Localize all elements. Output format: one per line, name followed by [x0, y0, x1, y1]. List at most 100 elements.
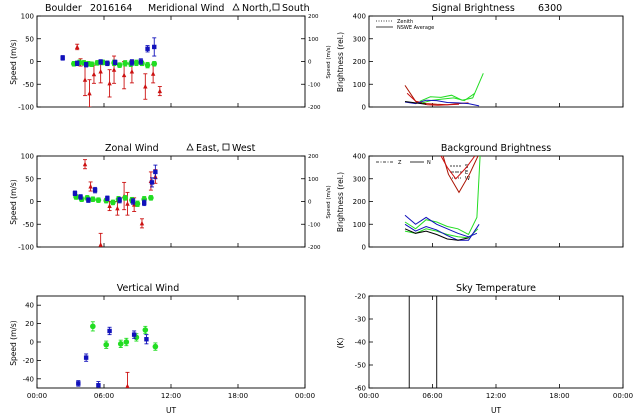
series-line	[404, 228, 469, 241]
background-brightness-panel: Background Brightness Brightness (rel.) …	[336, 143, 624, 252]
data-point	[82, 77, 88, 82]
vertical-title: Vertical Wind	[117, 283, 179, 294]
y-tick-label: -30	[355, 316, 366, 324]
y-tick-label: 200	[353, 58, 366, 66]
y-tick-label: -40	[355, 339, 366, 347]
data-point	[122, 60, 129, 67]
meridional-note-south: South	[282, 3, 310, 14]
background-ylabel: Brightness (rel.)	[336, 172, 345, 232]
data-point	[105, 61, 110, 66]
plot-frame	[368, 155, 624, 248]
y-tick-label: 400	[353, 153, 366, 161]
x-tick-label: 18:00	[228, 392, 248, 400]
data-point	[129, 69, 135, 74]
data-point	[148, 195, 154, 201]
legend-letter-e: E	[465, 170, 468, 176]
data-point	[88, 183, 93, 189]
vertical-wind-panel: Vertical Wind Speed (m/s) UT 00:00 06:00 1…	[9, 283, 315, 415]
x-tick-label: 00:00	[359, 392, 379, 400]
data-point	[152, 343, 159, 350]
data-point	[117, 197, 122, 203]
legend-label-zenith: Zenith	[397, 19, 413, 25]
data-point	[75, 44, 80, 49]
x-tick-label: 00:00	[27, 392, 47, 400]
legend-letter-w: W	[465, 176, 470, 182]
data-point	[60, 55, 65, 61]
data-point	[150, 71, 156, 76]
y-tick-label: 400	[353, 13, 366, 21]
x-tick-label: 00:00	[295, 392, 315, 400]
meridional-wind-panel: Meridional Wind North, South Speed (m/s)…	[9, 3, 332, 112]
data-point	[76, 381, 81, 386]
data-point	[92, 187, 98, 193]
zonal-title: Zonal Wind	[105, 143, 159, 154]
triangle-icon	[186, 143, 194, 151]
series-line	[404, 156, 481, 236]
y-tick-label: -60	[355, 385, 366, 393]
data-point	[138, 59, 144, 64]
vertical-xlabel: UT	[166, 406, 176, 415]
zonal-ylabel: Speed (m/s)	[9, 179, 18, 225]
y-tick-label: -100	[18, 104, 34, 112]
data-point	[143, 84, 148, 89]
plot-area	[60, 37, 163, 107]
data-point	[107, 328, 112, 334]
data-point	[72, 191, 78, 196]
data-point	[86, 197, 91, 203]
right-y-tick-label: 200	[308, 14, 319, 20]
data-point	[107, 80, 112, 86]
series-line	[404, 85, 469, 106]
right-y-tick-label: -200	[308, 245, 321, 251]
data-point	[105, 196, 110, 201]
series-line	[404, 214, 478, 238]
plot-frame	[36, 155, 306, 248]
y-tick-label: 0	[362, 104, 366, 112]
x-tick-label: 00:00	[613, 392, 633, 400]
data-point	[125, 383, 130, 388]
data-point	[116, 62, 123, 68]
x-tick-label: 12:00	[161, 392, 181, 400]
x-tick-label: 06:00	[94, 392, 114, 400]
data-point	[125, 201, 130, 206]
y-tick-label: 0	[30, 339, 34, 347]
data-point	[121, 72, 127, 78]
signal-wavelength: 6300	[538, 3, 562, 14]
series-line	[404, 101, 427, 105]
x-tick-label: 06:00	[422, 392, 442, 400]
square-icon	[222, 143, 230, 151]
data-point	[78, 194, 83, 200]
data-point	[82, 161, 88, 167]
data-point	[83, 62, 89, 67]
y-tick-label: -40	[23, 375, 34, 383]
right-y-tick-label: 200	[308, 154, 319, 160]
data-point	[95, 197, 102, 203]
y-tick-label: 200	[353, 198, 366, 206]
legend-label-nswe: NSWE Average	[397, 25, 434, 31]
zonal-note-west: West	[232, 143, 256, 154]
site-name: Boulder	[45, 3, 82, 14]
data-point	[103, 341, 110, 348]
data-point	[110, 199, 116, 206]
data-point	[123, 339, 130, 345]
zonal-wind-panel: Zonal Wind East, West Speed (m/s) Speed …	[9, 143, 332, 252]
data-point	[98, 69, 103, 74]
series-line	[404, 223, 480, 241]
data-point	[144, 337, 149, 342]
data-point	[142, 200, 147, 206]
y-tick-label: 50	[25, 175, 34, 183]
right-y-tick-label: -100	[308, 82, 321, 88]
data-point	[88, 61, 95, 68]
y-tick-label: -100	[18, 244, 34, 252]
data-point	[111, 67, 117, 72]
signal-brightness-panel: Signal Brightness 6300 Brightness (rel.)…	[336, 3, 624, 112]
square-icon	[272, 3, 280, 11]
right-y-tick-label: -100	[308, 222, 321, 228]
sky-temperature-panel: Sky Temperature (K) UT 00:00 06:00 12:00 18…	[336, 283, 633, 415]
y-tick-label: -20	[355, 293, 366, 301]
plot-area	[76, 321, 159, 388]
data-point	[90, 196, 96, 203]
y-tick-label: -50	[23, 81, 34, 89]
data-point	[152, 44, 157, 50]
plot-frame	[368, 295, 624, 389]
data-point	[117, 341, 124, 347]
